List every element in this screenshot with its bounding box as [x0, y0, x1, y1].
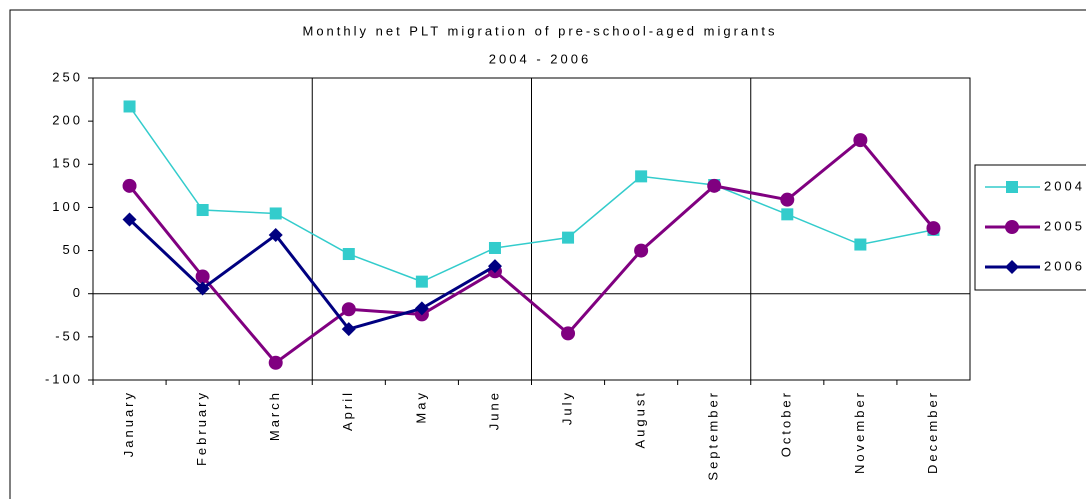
chart-border — [9, 9, 1086, 499]
marker — [1005, 220, 1019, 234]
marker — [195, 269, 210, 284]
marker — [123, 100, 136, 113]
marker — [854, 238, 867, 251]
marker — [195, 281, 210, 296]
marker — [926, 221, 941, 236]
legend-label: 2006 — [1044, 258, 1085, 273]
marker — [634, 243, 649, 258]
y-tick-label: -50 — [55, 328, 83, 343]
marker — [488, 241, 501, 254]
marker — [342, 248, 355, 261]
marker — [1006, 181, 1018, 193]
series-line — [128, 106, 934, 283]
marker — [414, 301, 429, 316]
marker — [341, 322, 356, 337]
y-tick-label: 100 — [52, 199, 83, 214]
legend-label: 2005 — [1044, 218, 1085, 233]
y-tick-label: 0 — [73, 285, 83, 300]
marker — [1005, 260, 1019, 274]
x-tick-label: January — [121, 390, 136, 457]
y-tick-label: 150 — [52, 156, 83, 171]
marker — [268, 228, 283, 243]
marker — [415, 275, 428, 288]
marker — [269, 207, 282, 220]
marker — [635, 170, 648, 183]
series-line — [128, 138, 935, 365]
chart-subtitle: 2004 - 2006 — [489, 51, 591, 66]
marker — [122, 212, 137, 227]
x-tick-label: August — [633, 390, 648, 448]
marker — [562, 231, 575, 244]
x-tick-label: September — [706, 390, 721, 481]
marker — [781, 208, 794, 221]
marker — [268, 355, 283, 370]
y-tick-label: 50 — [63, 242, 83, 257]
x-tick-label: June — [486, 390, 501, 430]
y-tick-label: -100 — [45, 371, 83, 386]
y-tick-label: 250 — [52, 69, 83, 84]
x-tick-label: March — [267, 390, 282, 441]
x-tick-label: May — [413, 390, 428, 424]
chart-title: Monthly net PLT migration of pre-school-… — [302, 23, 777, 38]
x-tick-label: February — [194, 390, 209, 466]
series-line — [128, 218, 496, 331]
y-tick-label: 200 — [52, 113, 83, 128]
x-tick-label: October — [779, 390, 794, 457]
marker — [561, 326, 576, 341]
legend-label: 2004 — [1044, 178, 1085, 193]
marker — [122, 178, 137, 193]
marker — [853, 133, 868, 148]
marker — [780, 192, 795, 207]
legend: 2004 2005 2006 — [974, 164, 1086, 291]
marker — [707, 178, 722, 193]
marker — [487, 259, 502, 274]
x-tick-label: November — [852, 390, 867, 474]
marker — [341, 302, 356, 317]
marker — [196, 204, 209, 217]
x-tick-label: July — [559, 390, 574, 425]
x-tick-label: April — [340, 390, 355, 431]
x-tick-label: December — [925, 390, 940, 474]
